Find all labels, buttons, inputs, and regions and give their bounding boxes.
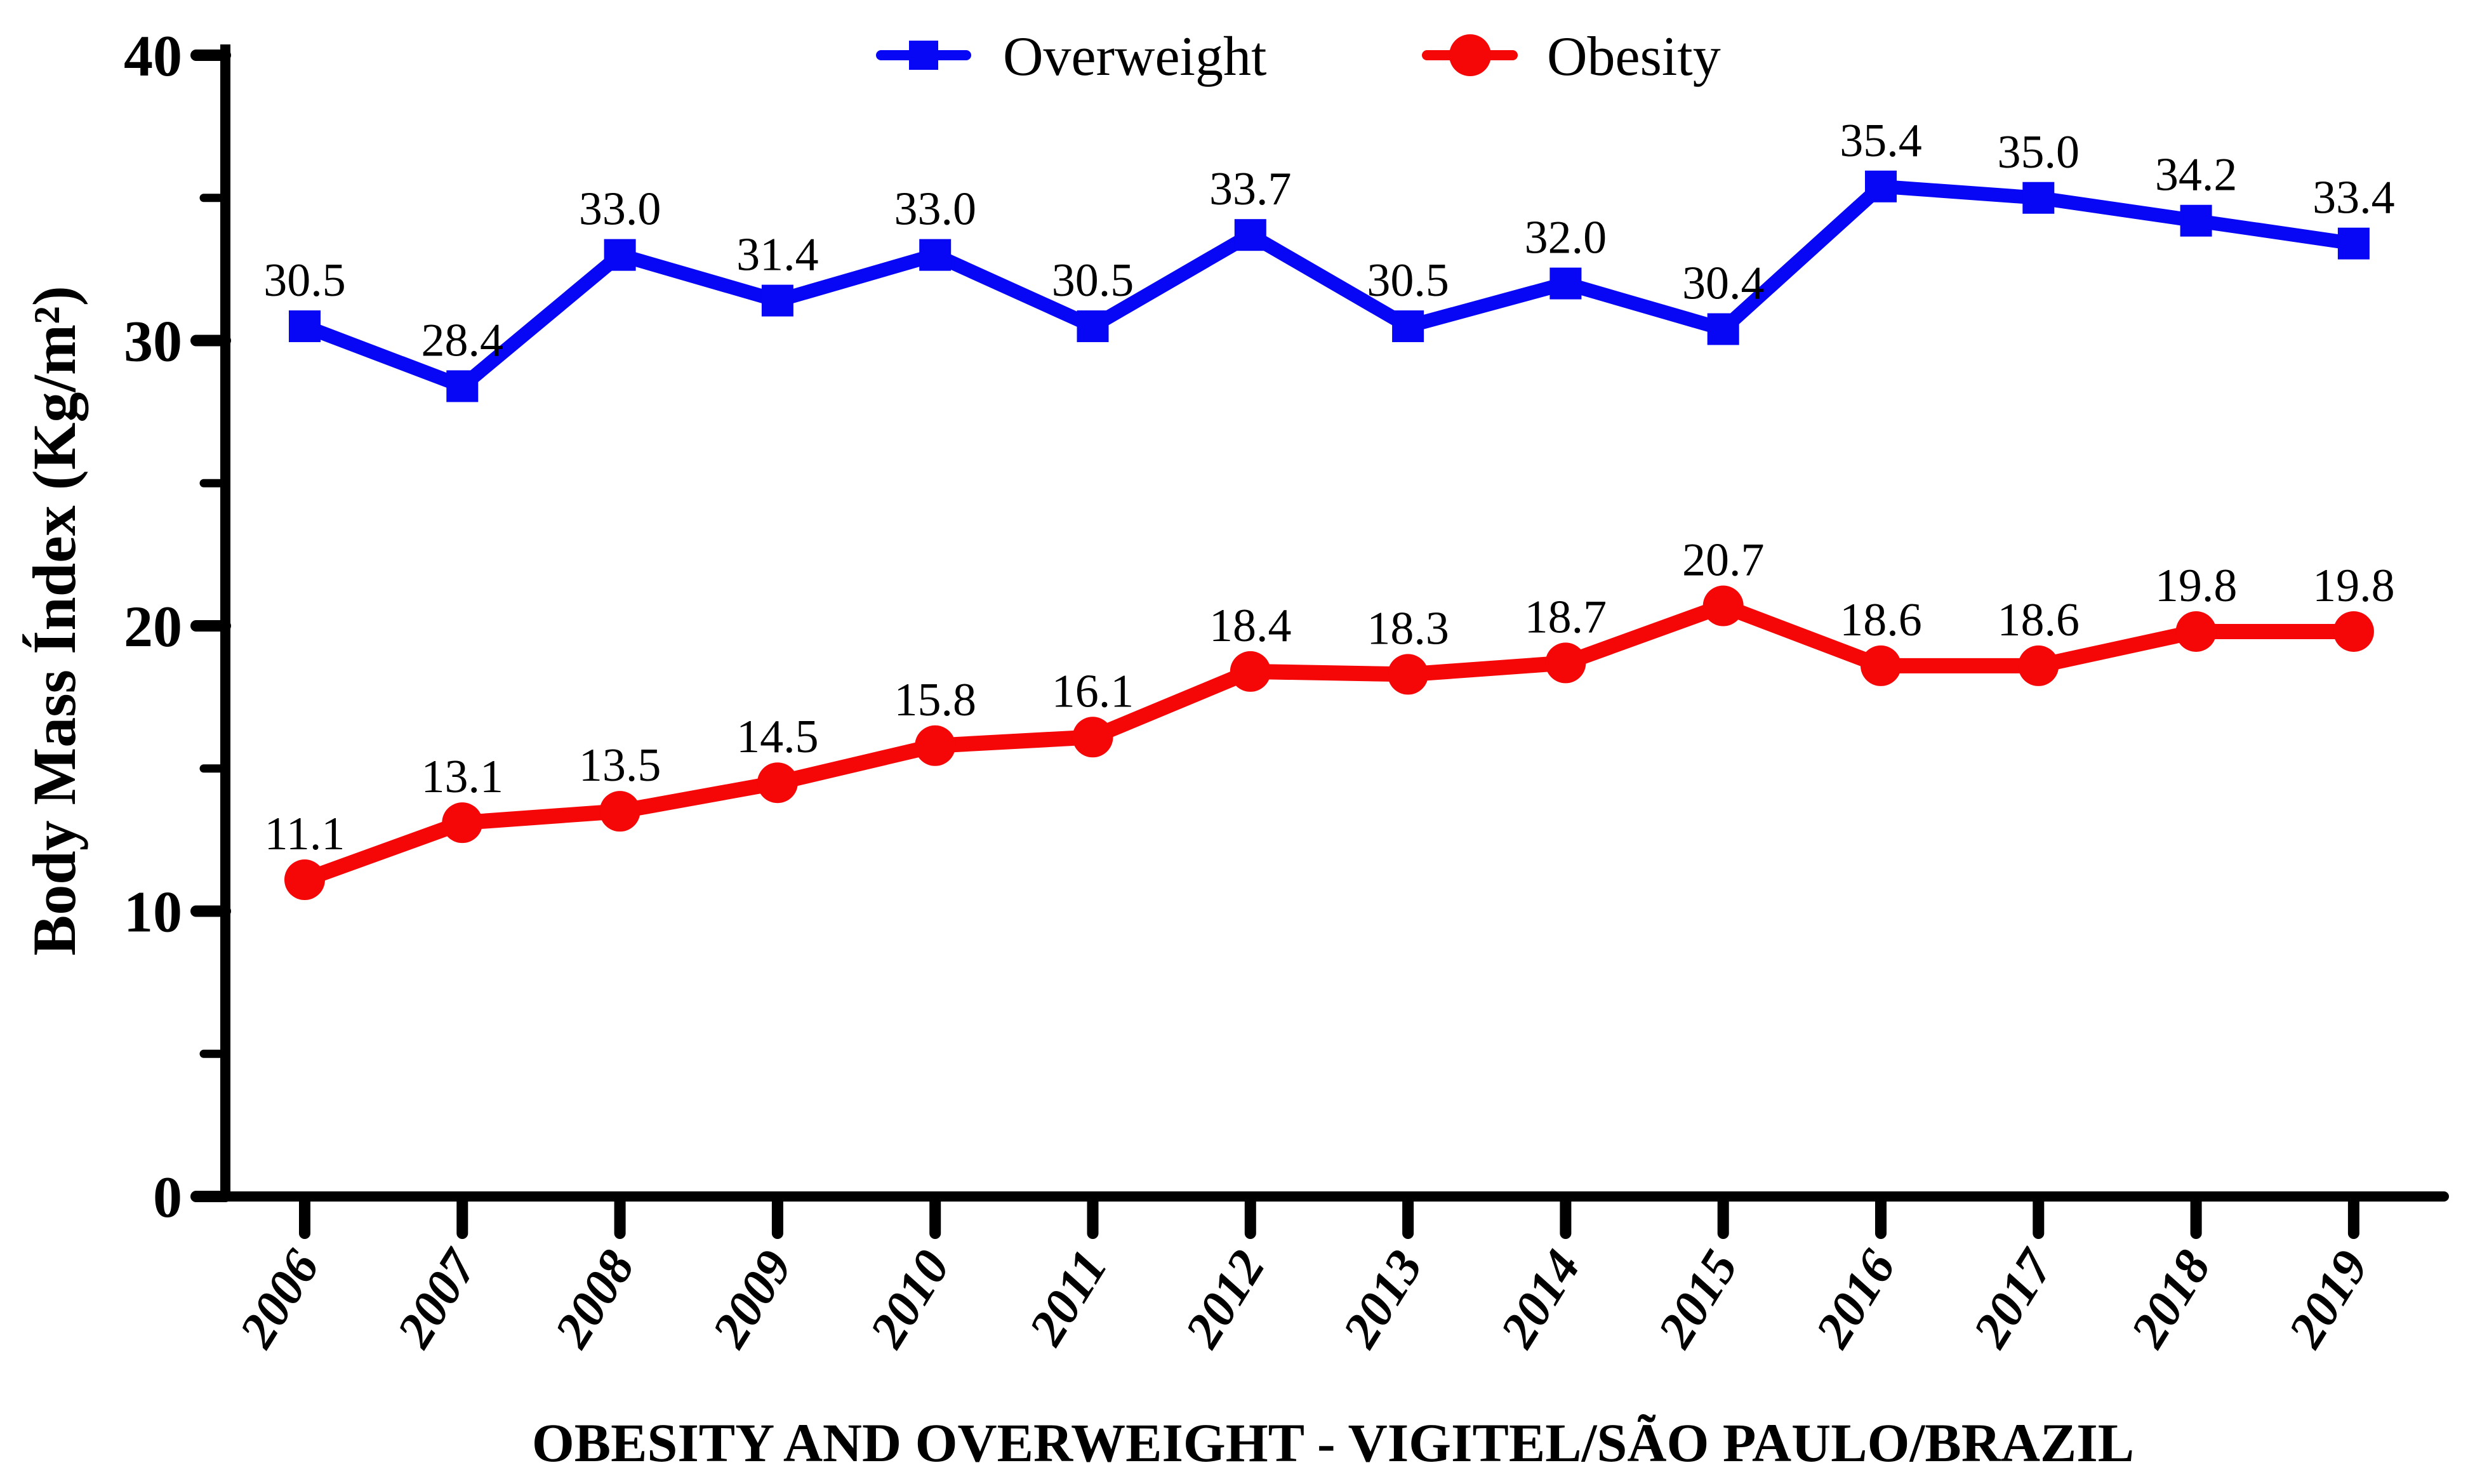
data-point-label-overweight-2012: 33.7 xyxy=(1209,163,1292,215)
data-point-obesity-2012 xyxy=(1230,651,1271,692)
y-axis-title: Body Mass Índex (Kg/m²) xyxy=(20,286,88,956)
data-point-label-obesity-2015: 20.7 xyxy=(1682,534,1765,586)
data-point-label-overweight-2007: 28.4 xyxy=(421,314,504,366)
x-axis-tick-label: 2007 xyxy=(387,1239,489,1357)
legend-label-obesity: Obesity xyxy=(1547,26,1721,88)
data-point-overweight-2016 xyxy=(1865,170,1897,202)
data-point-label-overweight-2014: 32.0 xyxy=(1525,212,1607,264)
data-point-label-obesity-2019: 19.8 xyxy=(2312,560,2395,612)
data-point-overweight-2006 xyxy=(289,310,321,343)
data-point-overweight-2017 xyxy=(2022,182,2055,214)
x-axis-tick-label: 2012 xyxy=(1174,1241,1276,1357)
x-axis-tick-label: 2015 xyxy=(1647,1241,1749,1357)
x-axis-tick-label: 2014 xyxy=(1490,1241,1591,1357)
data-point-overweight-2010 xyxy=(919,239,952,271)
y-axis-tick-label: 10 xyxy=(124,880,182,944)
x-axis-tick-label: 2019 xyxy=(2278,1241,2379,1357)
x-axis-tick-label: 2013 xyxy=(1332,1241,1433,1357)
x-axis-tick-label: 2009 xyxy=(701,1241,803,1357)
data-point-obesity-2007 xyxy=(442,802,483,844)
data-point-overweight-2008 xyxy=(604,239,636,271)
x-axis-title: OBESITY AND OVERWEIGHT - VIGITEL/SÃO PAU… xyxy=(532,1412,2134,1473)
data-point-label-overweight-2006: 30.5 xyxy=(263,255,346,307)
y-axis-tick-label: 30 xyxy=(124,309,182,374)
data-point-label-overweight-2018: 34.2 xyxy=(2155,149,2238,201)
data-point-label-overweight-2010: 33.0 xyxy=(894,183,976,235)
data-point-obesity-2015 xyxy=(1702,585,1744,626)
data-point-label-obesity-2012: 18.4 xyxy=(1209,600,1292,652)
data-point-overweight-2007 xyxy=(446,370,479,402)
data-point-obesity-2014 xyxy=(1545,642,1586,684)
legend-circle-marker-obesity xyxy=(1449,34,1491,76)
x-axis-tick-label: 2011 xyxy=(1018,1241,1118,1355)
x-axis-tick-label: 2006 xyxy=(229,1241,330,1357)
data-point-label-overweight-2016: 35.4 xyxy=(1840,115,1922,167)
data-point-overweight-2009 xyxy=(761,284,793,317)
y-axis-tick-label: 0 xyxy=(153,1165,182,1229)
x-axis-tick-label: 2018 xyxy=(2120,1241,2222,1357)
data-point-obesity-2017 xyxy=(2018,645,2059,686)
data-point-label-overweight-2017: 35.0 xyxy=(1998,126,2080,178)
legend-square-marker-overweight xyxy=(909,41,938,70)
legend-label-overweight: Overweight xyxy=(1003,26,1266,88)
data-point-label-overweight-2013: 30.5 xyxy=(1367,255,1449,307)
x-axis-tick-label: 2010 xyxy=(859,1241,961,1357)
data-point-label-obesity-2008: 13.5 xyxy=(579,739,661,792)
data-point-overweight-2014 xyxy=(1549,267,1582,300)
data-point-overweight-2019 xyxy=(2337,227,2370,260)
data-point-label-obesity-2013: 18.3 xyxy=(1367,602,1449,654)
data-point-label-overweight-2008: 33.0 xyxy=(579,183,661,235)
y-axis-tick-label: 40 xyxy=(124,23,182,88)
data-point-label-obesity-2018: 19.8 xyxy=(2155,560,2238,612)
data-point-obesity-2019 xyxy=(2333,611,2374,652)
plot-area: 0 10 20 30 40 2006 2007 2008 2009 2010 2011 2012 201… xyxy=(124,23,2449,1357)
x-axis-tick-label: 2016 xyxy=(1805,1241,1906,1357)
data-point-overweight-2011 xyxy=(1077,310,1109,343)
y-axis-tick-label: 20 xyxy=(124,594,182,659)
data-point-overweight-2015 xyxy=(1707,313,1739,345)
x-axis-tick-label: 2008 xyxy=(544,1241,646,1357)
data-point-label-obesity-2006: 11.1 xyxy=(265,808,345,860)
data-point-obesity-2013 xyxy=(1388,654,1429,695)
data-point-overweight-2013 xyxy=(1392,310,1424,343)
series-line-overweight xyxy=(302,179,2355,394)
data-point-obesity-2016 xyxy=(1861,645,1901,686)
data-point-label-overweight-2019: 33.4 xyxy=(2312,172,2395,224)
data-point-obesity-2009 xyxy=(757,762,798,804)
series-line-obesity xyxy=(302,597,2354,887)
data-point-label-obesity-2007: 13.1 xyxy=(421,751,504,803)
data-point-label-obesity-2016: 18.6 xyxy=(1840,594,1922,646)
data-point-label-overweight-2009: 31.4 xyxy=(736,229,819,281)
data-point-obesity-2006 xyxy=(284,859,325,901)
data-point-obesity-2010 xyxy=(915,725,956,766)
data-point-label-obesity-2014: 18.7 xyxy=(1525,591,1607,643)
data-point-label-obesity-2010: 15.8 xyxy=(894,674,976,726)
data-point-label-overweight-2011: 30.5 xyxy=(1052,255,1134,307)
data-point-label-obesity-2009: 14.5 xyxy=(736,711,819,763)
legend: Overweight Obesity xyxy=(876,26,1721,88)
data-point-label-obesity-2011: 16.1 xyxy=(1052,665,1134,717)
data-point-label-overweight-2015: 30.4 xyxy=(1682,258,1765,310)
x-axis-tick-label: 2017 xyxy=(1963,1239,2066,1357)
data-point-obesity-2011 xyxy=(1072,717,1113,758)
data-point-overweight-2012 xyxy=(1234,219,1266,251)
data-point-obesity-2008 xyxy=(599,791,640,832)
data-point-label-obesity-2017: 18.6 xyxy=(1998,594,2080,646)
data-point-obesity-2018 xyxy=(2175,611,2217,652)
data-point-overweight-2018 xyxy=(2180,204,2212,237)
